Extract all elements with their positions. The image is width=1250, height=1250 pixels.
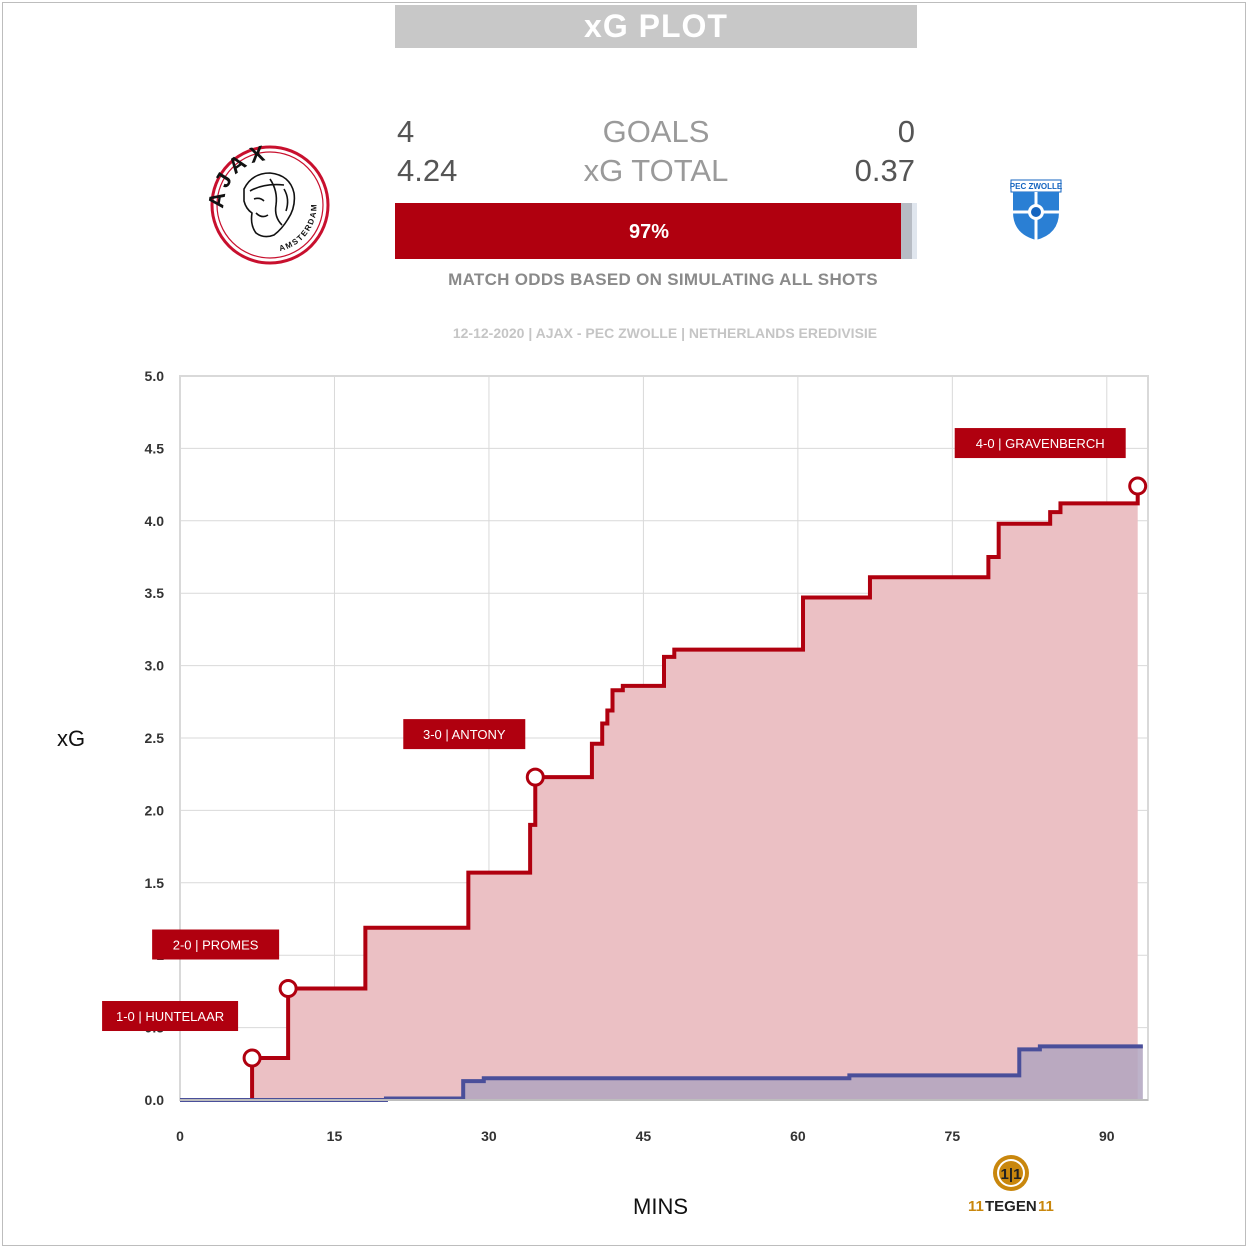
ajax-hero-head-icon bbox=[243, 172, 296, 238]
goal-annotation-box bbox=[403, 719, 526, 750]
goal-annotation-label: 4-0 | GRAVENBERCH bbox=[976, 436, 1105, 451]
y-tick-label: 3.5 bbox=[145, 585, 165, 601]
goal-marker bbox=[242, 1048, 262, 1068]
home-xg-total: 4.24 bbox=[397, 153, 458, 188]
goal-marker bbox=[525, 767, 545, 787]
draw-odds-fill bbox=[901, 203, 912, 259]
y-tick-label: 1.5 bbox=[145, 875, 165, 891]
x-tick-label: 0 bbox=[176, 1128, 184, 1144]
xg-total-row: 4.24 xG TOTAL 0.37 bbox=[395, 153, 917, 193]
goal-annotation-box bbox=[102, 1001, 239, 1032]
goals-label: GOALS bbox=[602, 114, 710, 149]
y-tick-label: 0.0 bbox=[145, 1092, 165, 1108]
y-tick-label: 4.0 bbox=[145, 513, 165, 529]
away-xg-line bbox=[180, 1044, 1143, 1102]
away-goals: 0 bbox=[897, 114, 915, 149]
y-tick-label: 2.0 bbox=[145, 802, 165, 818]
pec-logo-name: PEC ZWOLLE bbox=[1010, 182, 1063, 191]
x-tick-label: 60 bbox=[790, 1128, 806, 1144]
pec-zwolle-logo: PEC ZWOLLE bbox=[1010, 179, 1063, 240]
y-tick-label: 5.0 bbox=[145, 368, 165, 384]
ajax-logo: AJAX AMSTERDAM bbox=[204, 140, 330, 265]
plot-title: xG PLOT bbox=[395, 5, 917, 48]
svg-text:1|1: 1|1 bbox=[1001, 1166, 1022, 1183]
y-tick-label: 4.5 bbox=[145, 440, 165, 456]
away-xg-area bbox=[180, 1046, 1143, 1100]
brand-right: 11 bbox=[1038, 1198, 1054, 1215]
brand-left: 11 bbox=[968, 1198, 984, 1215]
goal-marker bbox=[1128, 476, 1148, 496]
home-xg-line bbox=[180, 486, 1140, 1102]
y-axis-label: xG bbox=[57, 726, 86, 751]
x-axis-label: MINS bbox=[633, 1194, 688, 1219]
odds-note: MATCH ODDS BASED ON SIMULATING ALL SHOTS bbox=[448, 270, 878, 289]
home-win-odds-label: 97% bbox=[628, 221, 670, 243]
brand-mid: TEGEN bbox=[985, 1198, 1037, 1215]
goal-annotation-label: 3-0 | ANTONY bbox=[423, 727, 506, 742]
match-info: 12-12-2020 | AJAX - PEC ZWOLLE | NETHERL… bbox=[452, 325, 878, 341]
goal-annotation-label: 2-0 | PROMES bbox=[173, 938, 259, 953]
y-tick-label: 3.0 bbox=[145, 658, 165, 674]
xg-total-label: xG TOTAL bbox=[583, 153, 729, 188]
x-tick-label: 30 bbox=[481, 1128, 497, 1144]
goal-annotation-box bbox=[954, 428, 1126, 459]
home-xg-area bbox=[180, 486, 1138, 1101]
goals-row: 4 GOALS 0 bbox=[395, 114, 917, 154]
goal-annotation-label: 1-0 | HUNTELAAR bbox=[116, 1009, 224, 1024]
x-tick-label: 90 bbox=[1099, 1128, 1115, 1144]
goal-marker bbox=[278, 979, 298, 999]
x-tick-label: 15 bbox=[327, 1128, 343, 1144]
away-xg-total: 0.37 bbox=[854, 153, 915, 188]
match-odds-bar: 97% bbox=[395, 203, 917, 259]
brand-logo: 1|1 11 TEGEN 11 bbox=[968, 1155, 1054, 1215]
y-tick-label: 2.5 bbox=[145, 730, 165, 746]
home-win-odds-fill bbox=[395, 203, 902, 259]
x-tick-label: 75 bbox=[945, 1128, 961, 1144]
goal-annotation-box bbox=[152, 929, 280, 960]
x-tick-label: 45 bbox=[636, 1128, 652, 1144]
home-goals: 4 bbox=[397, 114, 415, 149]
